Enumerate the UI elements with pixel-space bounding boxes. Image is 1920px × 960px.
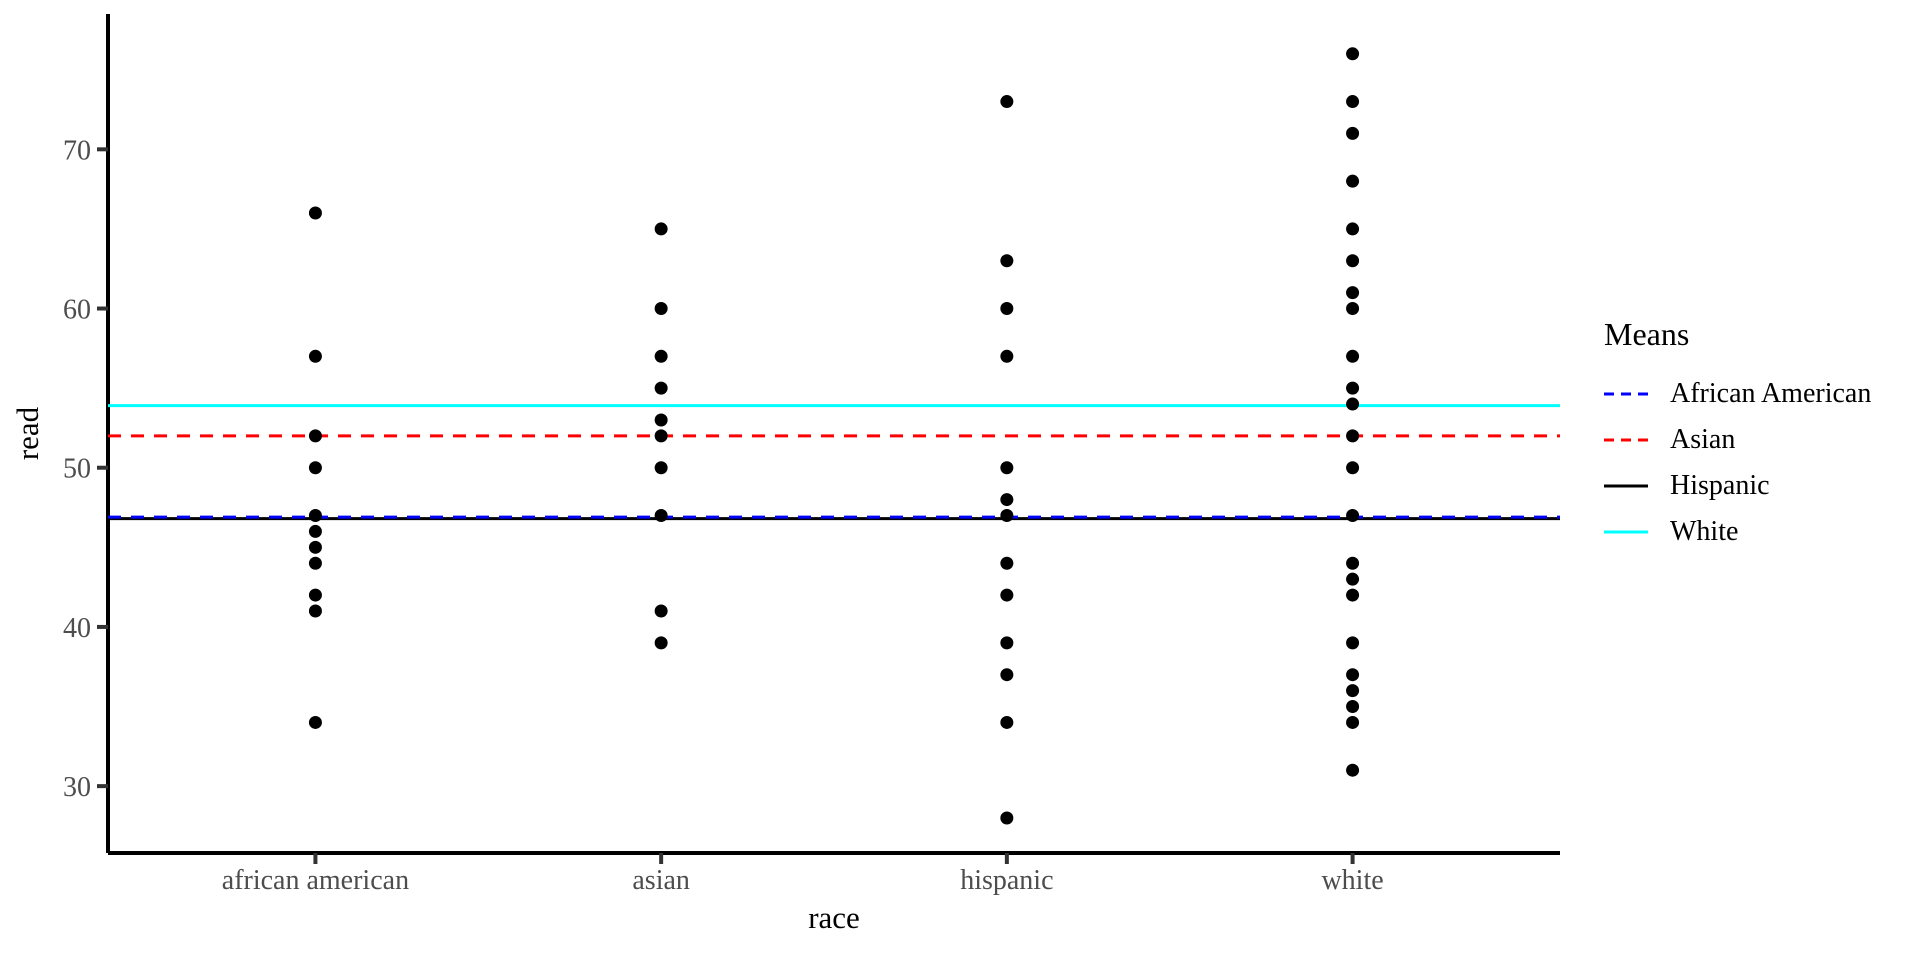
data-point bbox=[308, 429, 322, 443]
data-point bbox=[308, 604, 322, 618]
legend-item-label: Asian bbox=[1670, 424, 1736, 455]
data-point bbox=[308, 508, 322, 522]
data-point bbox=[654, 604, 668, 618]
data-point bbox=[1346, 700, 1360, 714]
data-point bbox=[654, 381, 668, 395]
data-point bbox=[1000, 349, 1014, 363]
data-point bbox=[308, 556, 322, 570]
data-point bbox=[1346, 222, 1360, 236]
legend-swatch-line bbox=[1604, 530, 1648, 534]
y-tick-label: 60 bbox=[63, 295, 91, 326]
data-point bbox=[1346, 302, 1360, 316]
legend-swatch-line bbox=[1604, 392, 1648, 396]
data-point bbox=[1346, 349, 1360, 363]
data-point bbox=[1000, 461, 1014, 475]
data-point bbox=[1000, 95, 1014, 109]
data-point bbox=[1346, 174, 1360, 188]
data-point bbox=[1346, 636, 1360, 650]
legend-item-label: Hispanic bbox=[1670, 470, 1770, 501]
data-point bbox=[654, 429, 668, 443]
data-point bbox=[654, 302, 668, 316]
data-point bbox=[308, 461, 322, 475]
data-point bbox=[1000, 556, 1014, 570]
data-point bbox=[308, 715, 322, 729]
y-tick-label: 50 bbox=[63, 454, 91, 485]
y-tick-label: 30 bbox=[63, 772, 91, 803]
data-point bbox=[1000, 715, 1014, 729]
data-point bbox=[1346, 588, 1360, 602]
y-tick-label: 40 bbox=[63, 613, 91, 644]
data-point bbox=[1346, 684, 1360, 698]
data-point bbox=[308, 588, 322, 602]
data-point bbox=[1000, 493, 1014, 507]
data-point bbox=[654, 413, 668, 427]
legend: Means African American Asian Hispanic White bbox=[1604, 316, 1871, 555]
data-point bbox=[1346, 715, 1360, 729]
data-point bbox=[1000, 254, 1014, 268]
x-tick-label: hispanic bbox=[960, 865, 1053, 896]
data-point bbox=[1346, 572, 1360, 586]
legend-item-hispanic: Hispanic bbox=[1604, 463, 1871, 509]
x-tick-label: african american bbox=[222, 865, 409, 896]
data-point bbox=[1346, 508, 1360, 522]
data-point bbox=[1346, 381, 1360, 395]
data-point bbox=[1000, 668, 1014, 682]
legend-title: Means bbox=[1604, 316, 1690, 352]
data-point bbox=[654, 222, 668, 236]
data-point bbox=[654, 461, 668, 475]
data-point bbox=[1000, 508, 1014, 522]
data-point bbox=[654, 636, 668, 650]
legend-swatch-line bbox=[1604, 484, 1648, 488]
data-point bbox=[654, 508, 668, 522]
legend-items: African American Asian Hispanic White bbox=[1604, 371, 1871, 555]
legend-item-white: White bbox=[1604, 509, 1871, 555]
data-point bbox=[1000, 588, 1014, 602]
data-point bbox=[1000, 811, 1014, 825]
data-point bbox=[1346, 47, 1360, 61]
legend-item-asian: Asian bbox=[1604, 417, 1871, 463]
data-point bbox=[1346, 254, 1360, 268]
data-point bbox=[308, 349, 322, 363]
data-point bbox=[1346, 461, 1360, 475]
data-point bbox=[1346, 95, 1360, 109]
legend-swatch-line bbox=[1604, 438, 1648, 442]
y-axis-title: read bbox=[10, 406, 45, 460]
legend-item-african-american: African American bbox=[1604, 371, 1871, 417]
data-point bbox=[308, 524, 322, 538]
data-point bbox=[1000, 302, 1014, 316]
data-point bbox=[1346, 763, 1360, 777]
y-tick-label: 70 bbox=[63, 135, 91, 166]
x-tick-label: asian bbox=[632, 865, 690, 896]
data-point bbox=[1346, 286, 1360, 300]
data-point bbox=[654, 349, 668, 363]
data-point bbox=[1346, 556, 1360, 570]
x-axis-title: race bbox=[808, 900, 860, 935]
data-point bbox=[308, 540, 322, 554]
data-point bbox=[1000, 636, 1014, 650]
data-point bbox=[1346, 397, 1360, 411]
legend-item-label: White bbox=[1670, 516, 1739, 547]
data-point bbox=[1346, 429, 1360, 443]
legend-item-label: African American bbox=[1670, 378, 1872, 409]
data-point bbox=[1346, 668, 1360, 682]
data-point bbox=[1346, 126, 1360, 140]
data-point bbox=[308, 206, 322, 220]
x-tick-label: white bbox=[1321, 865, 1383, 896]
